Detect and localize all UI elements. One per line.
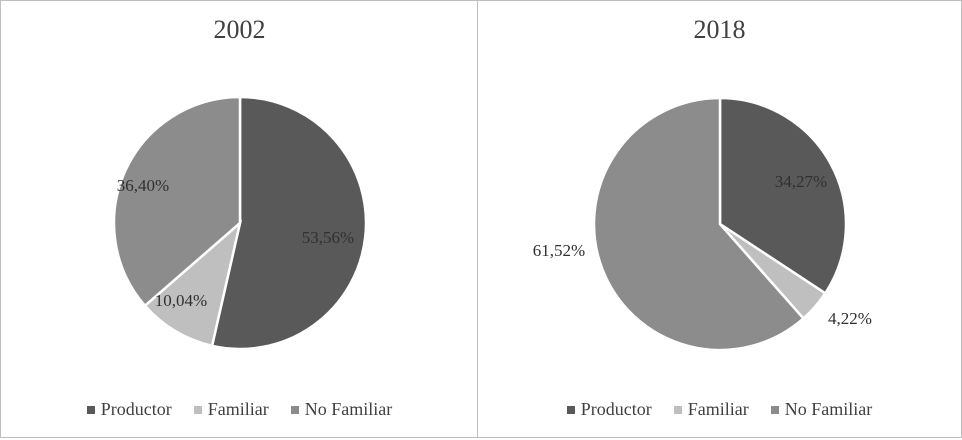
legend-swatch-productor	[566, 405, 575, 414]
pie-slice-productor	[210, 95, 368, 351]
legend-swatch-no-familiar	[770, 405, 779, 414]
data-label-familiar: 4,22%	[828, 309, 872, 328]
legend-item-productor: Productor	[566, 399, 652, 420]
legend-item-no-familiar: No Familiar	[290, 399, 393, 420]
pie-plot-area: 53,56% 10,04% 36,40%	[112, 95, 368, 351]
pie-chart-2018: 2018 34,27% 4,22% 61,52% Productor Familia…	[477, 0, 962, 438]
pie-slice-no-familiar	[592, 96, 806, 352]
data-label-no-familiar: 36,40%	[117, 176, 169, 195]
pie-slice-no-familiar	[112, 95, 242, 308]
data-label-productor: 34,27%	[775, 172, 827, 191]
legend-label-productor: Productor	[100, 399, 172, 419]
data-label-productor: 53,56%	[302, 228, 354, 247]
legend-swatch-no-familiar	[290, 405, 299, 414]
legend-label-no-familiar: No Familiar	[304, 399, 393, 419]
pie-slice-familiar	[143, 219, 243, 348]
pie-plot-area: 34,27% 4,22% 61,52%	[533, 96, 872, 352]
chart-title: 2018	[693, 15, 746, 44]
chart-title: 2002	[213, 15, 266, 44]
legend-item-familiar: Familiar	[673, 399, 749, 420]
legend-label-familiar: Familiar	[687, 399, 749, 419]
legend-swatch-familiar	[193, 405, 202, 414]
legend-swatch-familiar	[673, 405, 682, 414]
legend: Productor Familiar No Familiar	[478, 399, 961, 420]
pie-chart-2002: 2002 53,56% 10,04% 36,40% Productor Famili…	[0, 0, 479, 438]
legend-item-productor: Productor	[86, 399, 172, 420]
legend-label-productor: Productor	[580, 399, 652, 419]
data-label-familiar: 10,04%	[155, 291, 207, 310]
data-label-no-familiar: 61,52%	[533, 241, 585, 260]
legend-item-familiar: Familiar	[193, 399, 269, 420]
legend-swatch-productor	[86, 405, 95, 414]
legend: Productor Familiar No Familiar	[1, 399, 478, 420]
legend-label-no-familiar: No Familiar	[784, 399, 873, 419]
legend-label-familiar: Familiar	[207, 399, 269, 419]
legend-item-no-familiar: No Familiar	[770, 399, 873, 420]
